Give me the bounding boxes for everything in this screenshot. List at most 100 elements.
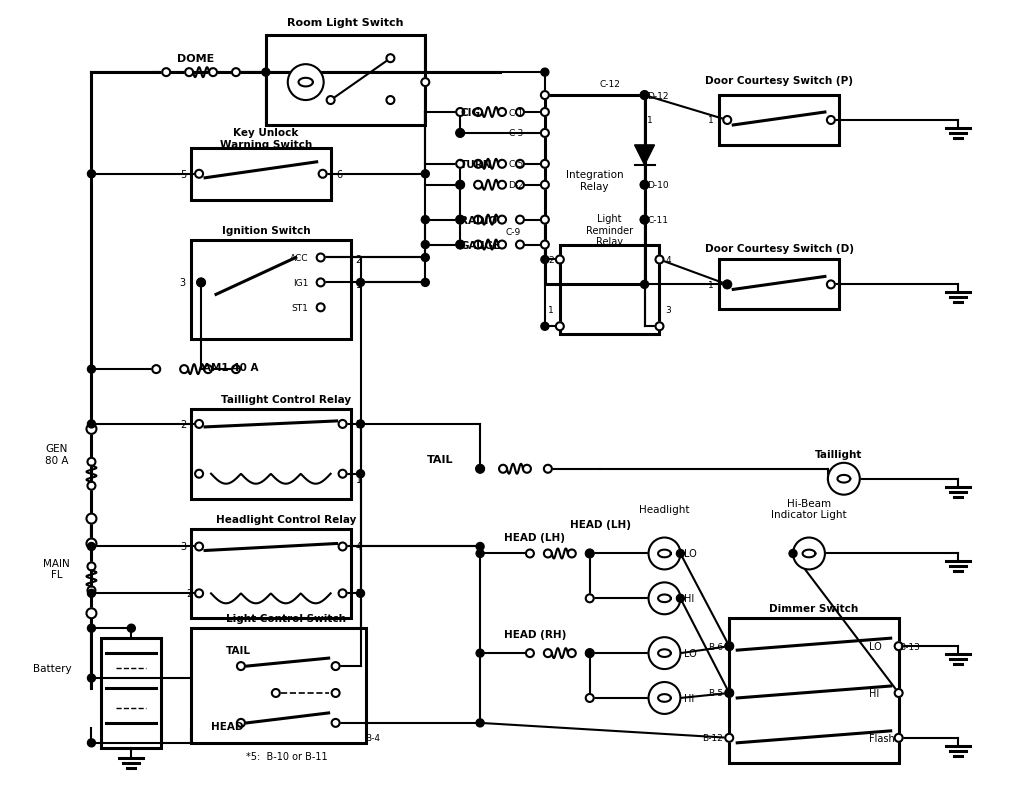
- Text: AM1 40 A: AM1 40 A: [204, 363, 259, 373]
- Circle shape: [640, 216, 649, 224]
- Text: 3: 3: [666, 305, 671, 315]
- Circle shape: [88, 587, 95, 594]
- Circle shape: [676, 594, 684, 602]
- Circle shape: [88, 365, 95, 373]
- Text: DOME: DOME: [177, 54, 215, 64]
- Circle shape: [649, 638, 680, 669]
- Circle shape: [725, 642, 733, 650]
- Circle shape: [656, 323, 664, 331]
- Circle shape: [476, 465, 484, 473]
- Text: HEAD (LH): HEAD (LH): [570, 519, 631, 529]
- Circle shape: [586, 550, 593, 558]
- Circle shape: [195, 589, 204, 597]
- Circle shape: [656, 256, 664, 264]
- Circle shape: [586, 550, 593, 558]
- Circle shape: [88, 482, 95, 490]
- Text: ST1: ST1: [292, 304, 309, 312]
- Circle shape: [209, 69, 217, 77]
- Bar: [101, 638, 162, 748]
- Circle shape: [474, 241, 482, 249]
- Circle shape: [516, 161, 524, 169]
- Circle shape: [586, 694, 593, 702]
- Bar: [191, 529, 351, 618]
- Text: GAUGE: GAUGE: [460, 240, 500, 251]
- Circle shape: [185, 69, 193, 77]
- Circle shape: [163, 69, 170, 77]
- Text: 3: 3: [180, 542, 186, 552]
- Circle shape: [827, 281, 835, 289]
- Text: MAIN
FL: MAIN FL: [43, 558, 70, 580]
- Circle shape: [523, 465, 531, 473]
- Text: C-12: C-12: [599, 79, 621, 88]
- Text: 1: 1: [356, 280, 362, 290]
- Circle shape: [586, 650, 593, 658]
- Circle shape: [456, 241, 464, 249]
- Circle shape: [640, 92, 649, 100]
- Circle shape: [357, 589, 364, 597]
- Circle shape: [326, 97, 335, 105]
- Circle shape: [476, 550, 484, 558]
- Circle shape: [555, 256, 564, 264]
- Circle shape: [649, 583, 680, 614]
- Text: B-6: B-6: [708, 642, 723, 651]
- Text: B-12: B-12: [703, 733, 723, 743]
- Bar: [719, 260, 839, 310]
- Circle shape: [895, 689, 902, 697]
- Circle shape: [586, 650, 593, 658]
- Text: Taillight Control Relay: Taillight Control Relay: [221, 394, 351, 405]
- Circle shape: [474, 216, 482, 224]
- Circle shape: [262, 69, 270, 77]
- Text: 1: 1: [356, 589, 362, 598]
- Circle shape: [456, 130, 464, 138]
- Circle shape: [195, 421, 204, 428]
- Text: HI: HI: [869, 688, 879, 698]
- Circle shape: [789, 550, 797, 558]
- Circle shape: [526, 550, 534, 558]
- Circle shape: [541, 161, 549, 169]
- Bar: [191, 629, 365, 743]
- Circle shape: [387, 97, 395, 105]
- Text: 4: 4: [356, 542, 362, 552]
- Text: Door Courtesy Switch (D): Door Courtesy Switch (D): [705, 243, 853, 253]
- Circle shape: [676, 550, 684, 558]
- Text: LO: LO: [869, 642, 882, 651]
- Bar: [729, 618, 898, 763]
- Circle shape: [827, 117, 835, 124]
- Circle shape: [237, 719, 244, 727]
- Text: *5:  B-10 or B-11: *5: B-10 or B-11: [246, 751, 327, 760]
- Circle shape: [421, 279, 430, 287]
- Circle shape: [88, 563, 95, 571]
- Circle shape: [88, 625, 95, 633]
- Circle shape: [197, 279, 205, 287]
- Circle shape: [640, 216, 649, 224]
- Circle shape: [180, 365, 188, 373]
- Circle shape: [197, 279, 205, 287]
- Text: Light
Reminder
Relay: Light Reminder Relay: [586, 214, 633, 247]
- Circle shape: [476, 543, 484, 551]
- Circle shape: [456, 216, 464, 224]
- Circle shape: [541, 256, 549, 264]
- Circle shape: [476, 465, 484, 473]
- Circle shape: [498, 109, 506, 117]
- Text: Ignition Switch: Ignition Switch: [222, 226, 310, 235]
- Bar: [266, 36, 426, 126]
- Circle shape: [474, 109, 482, 117]
- Circle shape: [127, 625, 135, 633]
- Circle shape: [456, 241, 464, 249]
- Bar: [719, 96, 839, 145]
- Text: Door Courtesy Switch (P): Door Courtesy Switch (P): [705, 76, 853, 86]
- Circle shape: [88, 739, 95, 747]
- Text: Integration
Relay: Integration Relay: [566, 169, 624, 191]
- Circle shape: [456, 161, 464, 169]
- Text: CIG: CIG: [460, 108, 480, 118]
- Text: HI: HI: [684, 693, 695, 703]
- Circle shape: [793, 538, 825, 569]
- Text: 5: 5: [180, 169, 186, 180]
- Circle shape: [516, 181, 524, 190]
- Circle shape: [87, 514, 96, 524]
- Circle shape: [640, 181, 649, 190]
- Circle shape: [319, 170, 326, 178]
- Bar: [560, 245, 660, 335]
- Circle shape: [195, 170, 204, 178]
- Circle shape: [640, 216, 649, 224]
